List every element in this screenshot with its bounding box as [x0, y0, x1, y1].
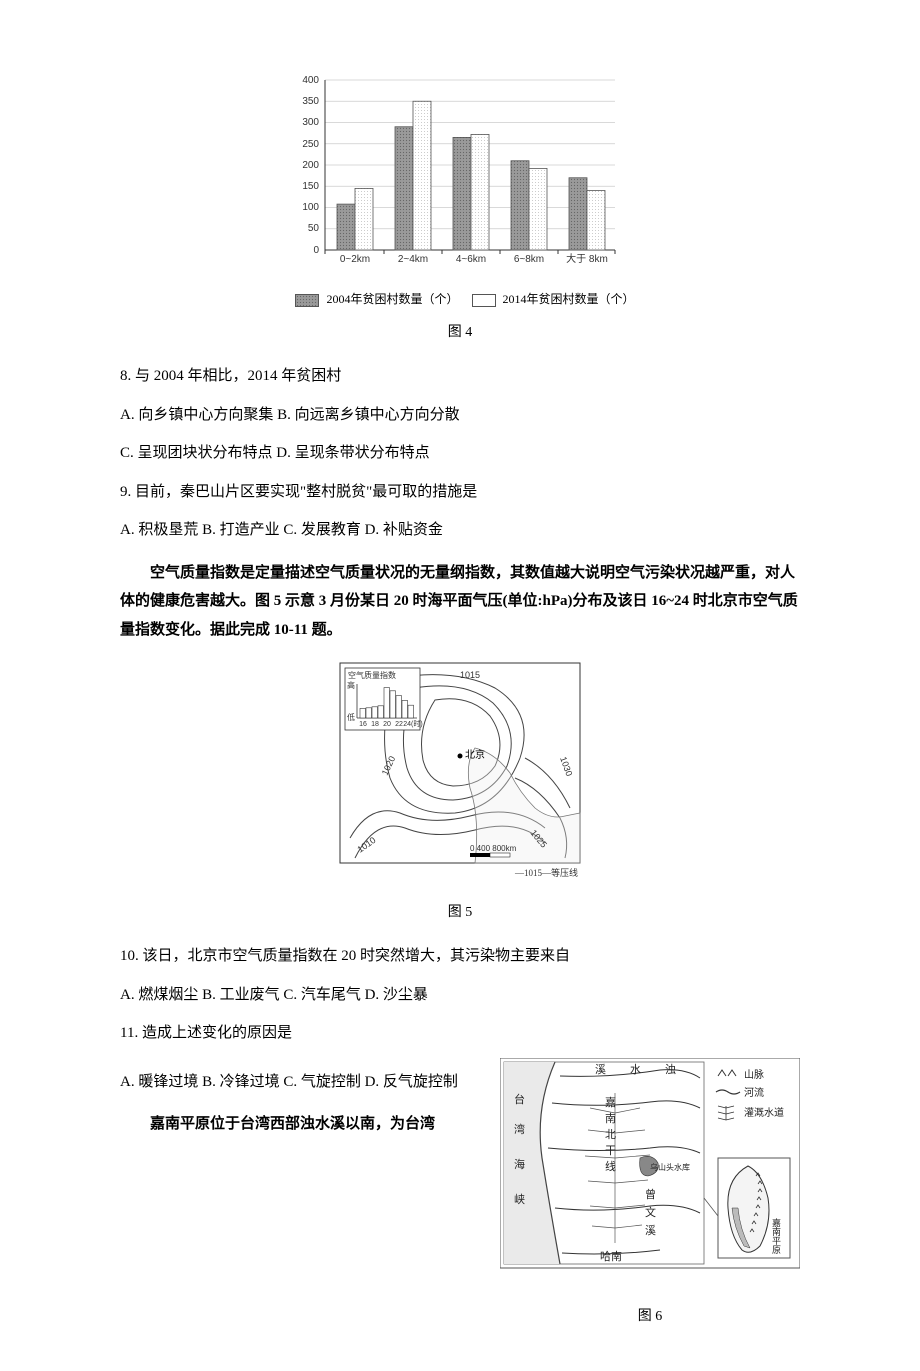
chart-4-legend: 2004年贫困村数量（个） 2014年贫困村数量（个） — [285, 288, 634, 311]
figure-5-caption: 图 5 — [120, 900, 800, 927]
ytick-100: 100 — [303, 202, 320, 213]
map-label-xi2: 溪 — [645, 1224, 656, 1237]
figure-6-caption: 图 6 — [500, 1304, 800, 1331]
svg-text:山脉: 山脉 — [744, 1068, 764, 1081]
legend-label-2014: 2014年贫困村数量（个） — [503, 292, 635, 306]
question-8-options-line2: C. 呈现团块状分布特点 D. 呈现条带状分布特点 — [120, 439, 800, 468]
question-10-stem: 10. 该日，北京市空气质量指数在 20 时突然增大，其污染物主要来自 — [120, 942, 800, 971]
ytick-0: 0 — [314, 245, 320, 256]
question-9-options: A. 积极垦荒 B. 打造产业 C. 发展教育 D. 补贴资金 — [120, 516, 800, 545]
map-label-wen: 文 — [645, 1205, 656, 1219]
xcat-0: 0~2km — [340, 254, 370, 265]
inset-x-20: 20 — [383, 721, 391, 728]
question-11-stem: 11. 造成上述变化的原因是 — [120, 1019, 800, 1048]
inset-x-18: 18 — [371, 721, 379, 728]
figure-6: 台 湾 海 峡 溪 水 浊 嘉 南 北 干 线 曾 文 溪 哈南 乌山头水库 — [500, 1058, 800, 1331]
map-label-hanan: 哈南 — [600, 1250, 622, 1263]
map-label-gan: 干 — [605, 1145, 616, 1157]
passage-jianan-plain: 嘉南平原位于台湾西部浊水溪以南，为台湾 — [120, 1110, 490, 1139]
xcat-2: 4~6km — [456, 254, 486, 265]
map-label-shui: 水 — [630, 1063, 641, 1076]
ytick-300: 300 — [303, 117, 320, 128]
ytick-150: 150 — [303, 181, 320, 192]
map-label-bei: 北 — [605, 1128, 616, 1141]
svg-text:灌溉水道: 灌溉水道 — [744, 1106, 784, 1119]
question-10-options: A. 燃煤烟尘 B. 工业废气 C. 汽车尾气 D. 沙尘暴 — [120, 981, 800, 1010]
legend-swatch-2004 — [295, 294, 319, 307]
map-label-tai: 台 — [514, 1092, 525, 1106]
isobar-legend: —1015—等压线 — [514, 867, 578, 878]
map-label-zeng: 曾 — [645, 1187, 656, 1201]
map-label-xian: 线 — [605, 1159, 616, 1173]
xcat-3: 6~8km — [514, 254, 544, 265]
bar-chart-4: 0 50 100 150 200 250 300 350 400 — [285, 70, 634, 311]
ytick-200: 200 — [303, 160, 320, 171]
svg-text:河流: 河流 — [744, 1086, 764, 1099]
inset-x-24: 24(时) — [403, 719, 422, 728]
ytick-350: 350 — [303, 96, 320, 107]
inset-x-16: 16 — [359, 721, 367, 728]
inset-x-22: 22 — [395, 721, 403, 728]
figure-5: 1015 1020 1025 1030 1010 北京 0 400 800km … — [120, 658, 800, 926]
question-8-options-line1: A. 向乡镇中心方向聚集 B. 向远离乡镇中心方向分散 — [120, 401, 800, 430]
isobar-1015: 1015 — [460, 670, 480, 680]
inset-y-high: 高 — [347, 680, 355, 690]
inset-title: 空气质量指数 — [348, 670, 396, 680]
map-label-nan: 南 — [605, 1112, 616, 1125]
map-label-reservoir: 乌山头水库 — [650, 1162, 690, 1172]
ytick-50: 50 — [308, 223, 320, 234]
map-label-hai: 海 — [514, 1157, 525, 1171]
xcat-1: 2~4km — [398, 254, 428, 265]
passage-air-quality: 空气质量指数是定量描述空气质量状况的无量纲指数，其数值越大说明空气污染状况越严重… — [120, 559, 800, 645]
figure-4-caption: 图 4 — [120, 320, 800, 347]
city-beijing-label: 北京 — [465, 748, 485, 761]
map-label-wan: 湾 — [514, 1122, 525, 1136]
inset-label-jianan: 嘉南平原 — [771, 1217, 781, 1254]
legend-label-2004: 2004年贫困村数量（个） — [326, 292, 458, 306]
ytick-250: 250 — [303, 139, 320, 150]
xcat-4: 大于 8km — [567, 252, 609, 265]
ytick-400: 400 — [303, 75, 320, 86]
map-label-xia: 峡 — [514, 1192, 525, 1206]
question-9-stem: 9. 目前，秦巴山片区要实现"整村脱贫"最可取的措施是 — [120, 478, 800, 507]
question-8-stem: 8. 与 2004 年相比，2014 年贫困村 — [120, 362, 800, 391]
question-11-options: A. 暖锋过境 B. 冷锋过境 C. 气旋控制 D. 反气旋控制 — [120, 1068, 490, 1097]
inset-y-low: 低 — [347, 712, 355, 722]
figure-4: 0 50 100 150 200 250 300 350 400 — [120, 70, 800, 346]
scale-label: 0 400 800km — [470, 844, 517, 853]
map-label-zhuo: 浊 — [665, 1063, 676, 1076]
legend-swatch-2014 — [472, 294, 496, 307]
map-label-jia: 嘉 — [605, 1095, 616, 1109]
map-label-xi1: 溪 — [595, 1063, 606, 1076]
